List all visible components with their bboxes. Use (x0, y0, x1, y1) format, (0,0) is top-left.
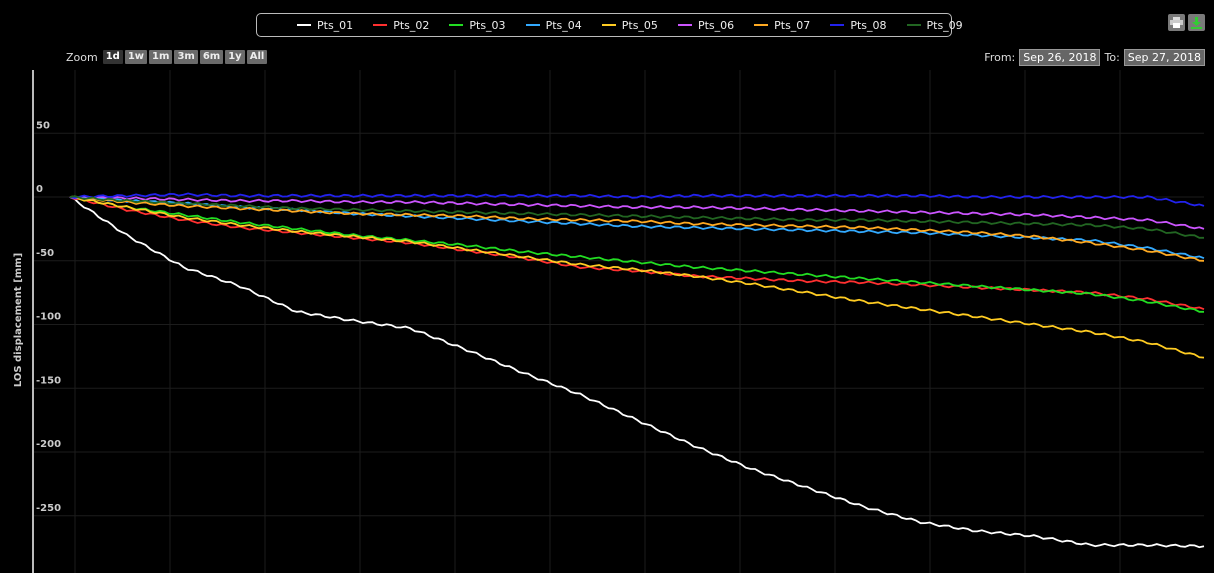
zoom-bar: Zoom 1d 1w 1m 3m 6m 1y All (66, 50, 269, 64)
legend-swatch (677, 24, 692, 26)
series-line-pts_03 (69, 195, 1204, 313)
series-line-pts_02 (69, 196, 1205, 311)
y-tick-label: -100 (36, 312, 61, 323)
zoom-button-1w[interactable]: 1w (124, 50, 148, 64)
legend-item-pts_04[interactable]: Pts_04 (525, 18, 582, 32)
legend-item-pts_01[interactable]: Pts_01 (297, 19, 353, 32)
y-tick-label: 50 (36, 120, 50, 131)
zoom-button-3m[interactable]: 3m (174, 50, 198, 64)
zoom-label: Zoom (66, 50, 98, 64)
zoom-button-All[interactable]: All (246, 50, 268, 64)
chart-grid (33, 70, 1204, 573)
legend-item-pts_06[interactable]: Pts_06 (677, 18, 735, 32)
zoom-button-1y[interactable]: 1y (225, 50, 245, 64)
series-line-pts_06 (69, 195, 1205, 230)
legend: Pts_01 Pts_02 Pts_03 Pts_04 Pts_05 Pts_06 Pts_… (256, 13, 963, 37)
legend-label: Pts_06 (697, 18, 735, 32)
zoom-button-1d[interactable]: 1d (102, 50, 123, 64)
series-line-pts_09 (69, 195, 1204, 239)
y-tick-label: -250 (36, 503, 61, 514)
from-label: From: (984, 51, 1016, 64)
series-line-pts_04 (69, 195, 1205, 260)
series-line-pts_07 (69, 195, 1205, 262)
legend-label: Pts_07 (774, 18, 811, 32)
to-label: To: (1104, 51, 1120, 64)
print-button[interactable] (1168, 14, 1185, 31)
y-axis-label: LOS displacement [mm] (13, 253, 24, 387)
legend-item-pts_03[interactable]: Pts_03 (449, 18, 506, 32)
series-line-pts_08 (69, 192, 1205, 207)
zoom-button-1m[interactable]: 1m (149, 50, 173, 64)
legend-swatch (373, 24, 388, 26)
zoom-button-6m[interactable]: 6m (199, 50, 224, 64)
legend-swatch (754, 24, 769, 26)
y-tick-label: -200 (36, 439, 61, 450)
legend-label: Pts_04 (545, 18, 582, 32)
legend-swatch (449, 24, 464, 26)
legend-label: Pts_08 (850, 18, 887, 32)
toolbar (1168, 14, 1205, 31)
legend-label: Pts_01 (317, 18, 354, 32)
legend-item-pts_09[interactable]: Pts_09 (906, 18, 963, 32)
y-tick-label: -150 (36, 375, 61, 386)
legend-label: Pts_02 (393, 18, 430, 32)
legend-swatch (525, 24, 540, 26)
download-icon (1191, 16, 1202, 29)
y-tick-label: 0 (36, 184, 43, 195)
legend-swatch (906, 24, 921, 26)
legend-item-pts_08[interactable]: Pts_08 (830, 18, 887, 32)
legend-item-pts_02[interactable]: Pts_02 (373, 19, 429, 32)
legend-label: Pts_03 (469, 18, 506, 32)
legend-item-pts_07[interactable]: Pts_07 (754, 19, 810, 32)
print-icon (1170, 17, 1183, 28)
legend-label: Pts_09 (926, 18, 963, 32)
series-line-pts_01 (69, 196, 1205, 549)
download-button[interactable] (1188, 14, 1205, 31)
legend-swatch (297, 24, 311, 26)
y-tick-label: -50 (36, 248, 54, 259)
date-range: From: Sep 26, 2018 To: Sep 27, 2018 (984, 49, 1205, 66)
from-date-input[interactable]: Sep 26, 2018 (1019, 49, 1101, 66)
series-group (69, 192, 1205, 549)
y-tick-labels: 50 0 -50 -100 -150 -200 -250 (36, 120, 61, 514)
series-line-pts_05 (69, 195, 1205, 359)
to-date-input[interactable]: Sep 27, 2018 (1123, 49, 1205, 66)
legend-swatch (830, 24, 845, 26)
legend-swatch (601, 24, 616, 26)
legend-label: Pts_05 (621, 18, 658, 32)
legend-item-pts_05[interactable]: Pts_05 (601, 18, 658, 32)
